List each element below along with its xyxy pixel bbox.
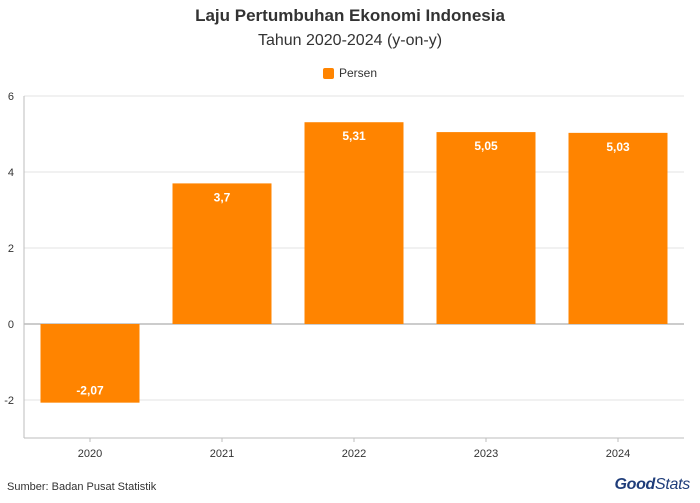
- legend-swatch: [322, 67, 334, 79]
- legend: Persen: [0, 66, 700, 80]
- bar-2021: [172, 183, 272, 324]
- bar-2022: [304, 122, 404, 324]
- bar-2024: [568, 132, 668, 324]
- brand-logo: GoodStats: [614, 476, 690, 494]
- x-tick-label: 2020: [78, 448, 102, 460]
- brand-logo-part2: Stats: [655, 476, 690, 493]
- x-tick-label: 2022: [342, 448, 366, 460]
- data-label-2022: 5,31: [342, 129, 366, 143]
- x-tick-label: 2021: [210, 448, 234, 460]
- y-tick-label: 4: [8, 167, 14, 179]
- chart-title: Laju Pertumbuhan Ekonomi Indonesia: [195, 6, 505, 25]
- y-tick-label: 2: [8, 243, 14, 255]
- chart-subtitle: Tahun 2020-2024 (y-on-y): [257, 32, 443, 49]
- legend-label: Persen: [338, 66, 378, 80]
- source-note: Sumber: Badan Pusat Statistik: [7, 481, 157, 493]
- bar-2023: [436, 132, 536, 324]
- brand-logo-part1: Good: [614, 476, 656, 493]
- data-label-2024: 5,03: [606, 140, 630, 154]
- x-tick-label: 2024: [606, 448, 630, 460]
- data-label-2020: -2,07: [76, 384, 104, 398]
- y-tick-label: 0: [8, 319, 14, 331]
- data-label-2023: 5,05: [474, 139, 498, 153]
- y-tick-label: -2: [4, 395, 14, 407]
- bar-2020: [40, 324, 140, 403]
- bar-chart: -2 0 2 4 6 -2,07 2020 3,7 2021 5,31 2022 5,05 2023 5,…: [4, 91, 684, 460]
- data-label-2021: 3,7: [214, 190, 231, 204]
- x-tick-label: 2023: [474, 448, 498, 460]
- y-tick-label: 6: [8, 91, 14, 103]
